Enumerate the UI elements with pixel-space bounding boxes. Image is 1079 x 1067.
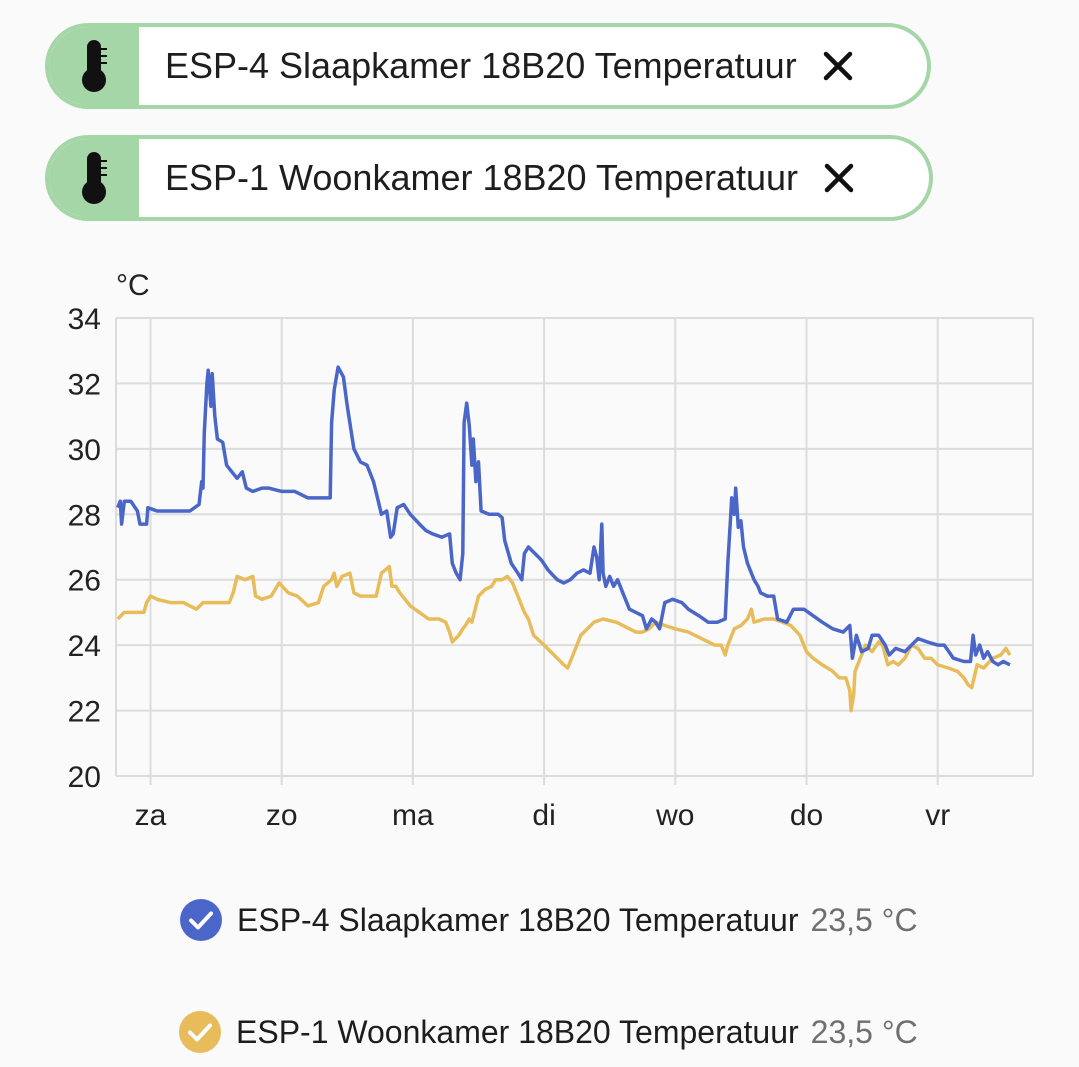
x-tick-label: vr: [925, 799, 950, 832]
x-tick-label: di: [532, 799, 555, 832]
thermometer-icon: [82, 152, 107, 204]
y-tick-label: 28: [68, 499, 101, 532]
checkbox-checked-icon[interactable]: [179, 898, 223, 942]
x-tick-label: za: [135, 799, 167, 832]
thermometer-icon: [82, 40, 107, 92]
legend-value: 23,5 °C: [810, 1013, 918, 1050]
legend-label: ESP-1 Woonkamer 18B20 Temperatuur: [236, 1013, 799, 1050]
y-tick-label: 20: [68, 761, 101, 794]
close-icon[interactable]: [822, 161, 856, 195]
chip-icon-area: [49, 139, 139, 217]
x-tick-label: do: [790, 799, 823, 832]
y-tick-label: 24: [68, 630, 101, 663]
checkbox-checked-icon[interactable]: [178, 1010, 222, 1054]
y-tick-label: 22: [68, 696, 101, 729]
close-icon[interactable]: [821, 49, 855, 83]
legend-item-esp4[interactable]: ESP-4 Slaapkamer 18B20 Temperatuur 23,5 …: [179, 898, 918, 942]
y-tick-label: 26: [68, 565, 101, 598]
entity-chip-esp4[interactable]: ESP-4 Slaapkamer 18B20 Temperatuur: [45, 23, 931, 109]
temperature-history-chart: 34 32 30 28 26 24 22 20 za zo ma di wo do vr °C: [68, 269, 1034, 832]
chip-label: ESP-4 Slaapkamer 18B20 Temperatuur: [165, 45, 797, 86]
chip-icon-area: [49, 27, 139, 105]
entity-chip-esp1[interactable]: ESP-1 Woonkamer 18B20 Temperatuur: [45, 135, 933, 221]
y-axis-unit-label: °C: [116, 269, 150, 302]
legend-label: ESP-4 Slaapkamer 18B20 Temperatuur: [237, 901, 799, 938]
chip-label: ESP-1 Woonkamer 18B20 Temperatuur: [165, 157, 799, 198]
legend-item-esp1[interactable]: ESP-1 Woonkamer 18B20 Temperatuur 23,5 °…: [178, 1010, 918, 1054]
x-tick-label: ma: [392, 799, 434, 832]
x-tick-label: wo: [655, 799, 694, 832]
legend-value: 23,5 °C: [810, 901, 918, 938]
series-line-esp4[interactable]: [116, 365, 1011, 667]
y-tick-label: 32: [68, 368, 101, 401]
y-tick-label: 30: [68, 434, 101, 467]
y-tick-label: 34: [68, 303, 101, 336]
x-tick-label: zo: [266, 799, 298, 832]
series-line-esp1[interactable]: [116, 564, 1012, 713]
